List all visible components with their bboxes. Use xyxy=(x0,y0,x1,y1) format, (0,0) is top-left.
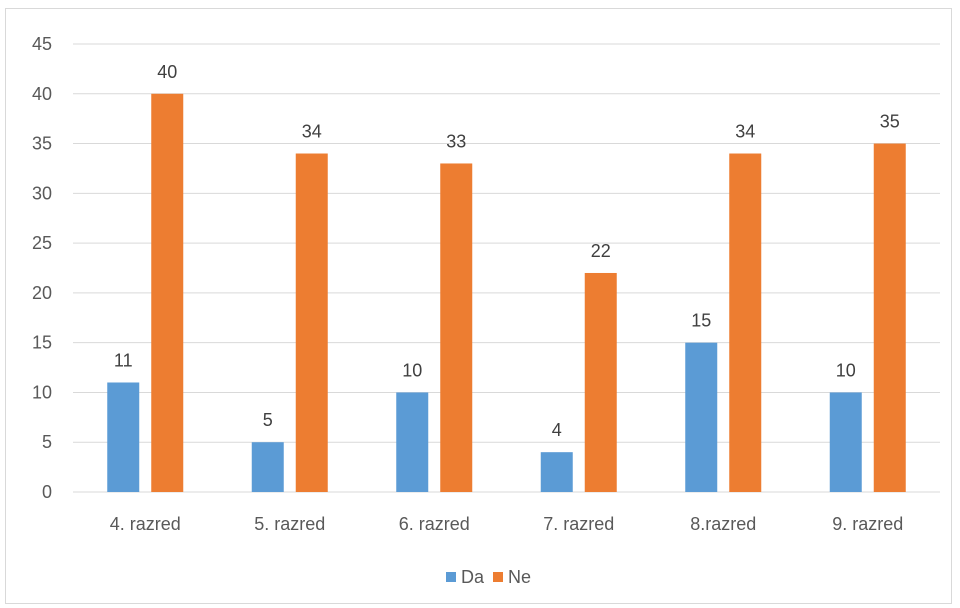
x-axis-ticks: 4. razred 5. razred 6. razred 7. razred 8.ra… xyxy=(110,514,904,534)
data-label: 10 xyxy=(836,360,856,380)
data-label: 4 xyxy=(552,420,562,440)
legend-label-da: Da xyxy=(461,567,485,587)
legend-swatch-da xyxy=(446,572,456,582)
y-tick-label: 35 xyxy=(32,134,52,154)
y-tick-label: 20 xyxy=(32,283,52,303)
data-label: 35 xyxy=(880,112,900,132)
data-label: 15 xyxy=(691,311,711,331)
x-tick-label: 6. razred xyxy=(399,514,470,534)
x-tick-label: 5. razred xyxy=(254,514,325,534)
legend: Da Ne xyxy=(446,567,531,587)
data-label: 33 xyxy=(446,131,466,151)
y-axis-ticks: 0 5 10 15 20 25 30 35 40 45 xyxy=(32,34,52,502)
bar-da-3 xyxy=(396,392,429,492)
bar-ne-4 xyxy=(584,272,617,492)
bar-da-2 xyxy=(251,442,284,492)
y-tick-label: 5 xyxy=(42,432,52,452)
x-tick-label: 4. razred xyxy=(110,514,181,534)
gridlines xyxy=(73,43,940,493)
data-label: 40 xyxy=(157,62,177,82)
y-tick-label: 10 xyxy=(32,382,52,402)
bar-ne-6 xyxy=(873,143,906,493)
bar-da-4 xyxy=(540,452,573,492)
data-labels: 11 40 5 34 10 33 4 22 15 34 10 35 xyxy=(114,62,900,440)
data-label: 22 xyxy=(591,241,611,261)
x-tick-label: 9. razred xyxy=(832,514,903,534)
y-tick-label: 45 xyxy=(32,34,52,54)
bar-ne-2 xyxy=(295,153,328,492)
data-label: 10 xyxy=(402,360,422,380)
bar-ne-3 xyxy=(440,163,473,492)
y-tick-label: 0 xyxy=(42,482,52,502)
data-label: 5 xyxy=(263,410,273,430)
bar-ne-5 xyxy=(729,153,762,492)
y-tick-label: 15 xyxy=(32,333,52,353)
x-tick-label: 8.razred xyxy=(690,514,756,534)
bars xyxy=(107,93,906,493)
legend-swatch-ne xyxy=(493,572,503,582)
y-tick-label: 25 xyxy=(32,233,52,253)
data-label: 34 xyxy=(302,122,322,142)
bar-da-1 xyxy=(107,382,140,492)
data-label: 11 xyxy=(114,350,133,370)
y-tick-label: 40 xyxy=(32,84,52,104)
bar-da-6 xyxy=(829,392,862,492)
x-tick-label: 7. razred xyxy=(543,514,614,534)
data-label: 34 xyxy=(735,122,755,142)
legend-label-ne: Ne xyxy=(508,567,531,587)
y-tick-label: 30 xyxy=(32,183,52,203)
bar-ne-1 xyxy=(151,93,184,493)
bar-da-5 xyxy=(685,342,718,492)
